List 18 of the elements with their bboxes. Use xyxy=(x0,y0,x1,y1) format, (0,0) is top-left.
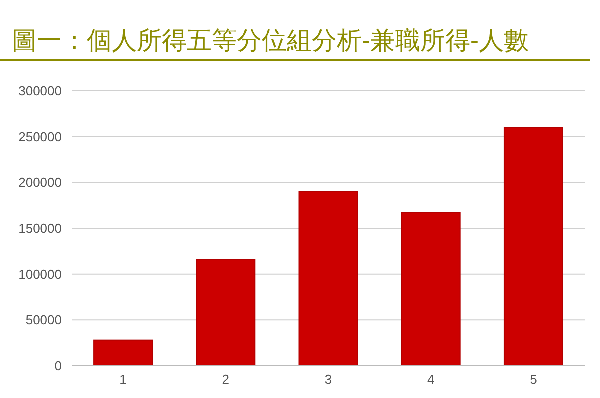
bar xyxy=(94,340,154,366)
bar xyxy=(298,191,358,366)
y-tick-label: 100000 xyxy=(18,266,62,282)
y-tick-label: 200000 xyxy=(18,175,62,190)
x-tick-label: 5 xyxy=(530,372,538,387)
y-tick-label: 50000 xyxy=(26,312,62,328)
x-tick-label: 4 xyxy=(427,372,435,387)
x-tick-label: 3 xyxy=(324,372,332,387)
bar xyxy=(401,212,461,366)
y-tick-label: 250000 xyxy=(18,129,62,144)
x-tick-label: 1 xyxy=(120,372,127,387)
chart-title: 圖一：個人所得五等分位組分析-兼職所得-人數 xyxy=(12,26,529,55)
x-tick-label: 2 xyxy=(222,372,230,387)
bar xyxy=(196,259,256,366)
bar xyxy=(504,127,564,366)
y-tick-label: 150000 xyxy=(18,221,62,236)
y-tick-label: 0 xyxy=(54,358,62,374)
y-tick-label: 300000 xyxy=(18,84,62,99)
